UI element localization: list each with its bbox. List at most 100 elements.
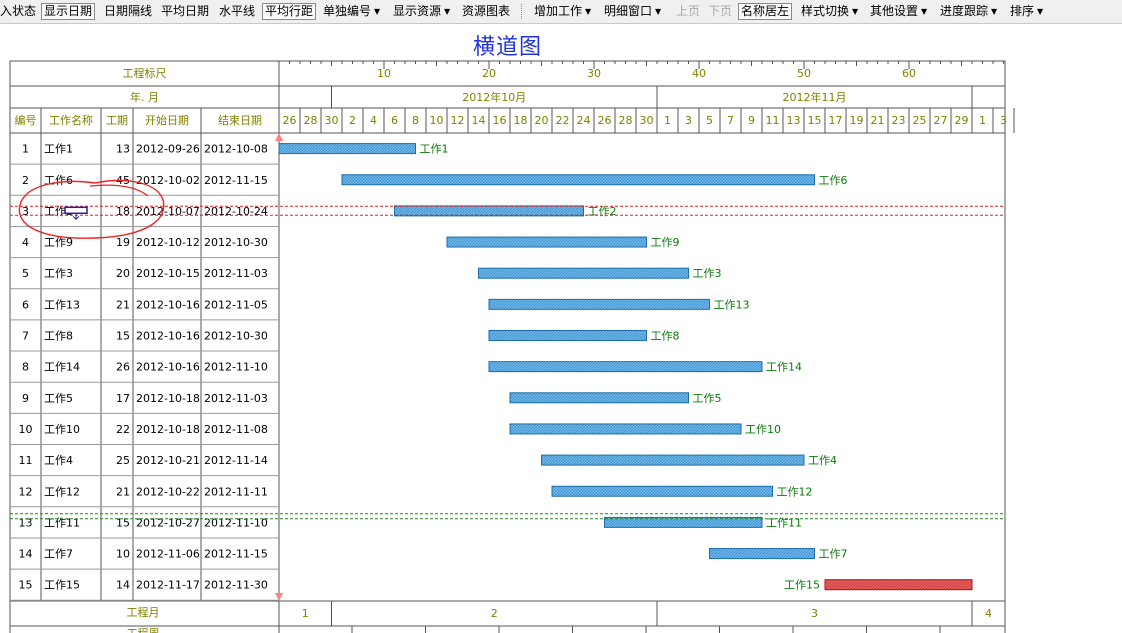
task-start: 2012-09-26: [136, 143, 200, 156]
toolbar-button-label: 下页: [708, 4, 733, 18]
toolbar-button-10[interactable]: 明细窗口 ▼: [604, 3, 661, 20]
task-start: 2012-10-16: [136, 330, 200, 343]
toolbar-button-8[interactable]: 资源图表: [462, 3, 510, 20]
task-id: 5: [22, 267, 29, 280]
task-end: 2012-11-03: [204, 267, 268, 280]
task-end: 2012-10-24: [204, 205, 268, 218]
task-bar[interactable]: [478, 267, 689, 279]
day-label: 11: [766, 114, 780, 127]
toolbar-button-label: 排序: [1010, 4, 1035, 18]
toolbar-button-0[interactable]: 入状态: [0, 3, 36, 20]
toolbar-button-label: 平均行距: [265, 4, 314, 18]
task-bar[interactable]: [604, 516, 763, 528]
task-bar[interactable]: [509, 392, 689, 404]
column-header: 工作名称: [49, 113, 93, 127]
toolbar-button-1[interactable]: 显示日期: [41, 3, 96, 20]
day-label: 13: [787, 114, 801, 127]
toolbar-button-9[interactable]: 增加工作 ▼: [534, 3, 591, 20]
toolbar-button-5[interactable]: 平均行距: [262, 3, 317, 20]
cursor-bottom-marker-icon[interactable]: [275, 593, 283, 601]
task-row[interactable]: 6 工作13 21 2012-10-16 2012-11-05: [22, 298, 710, 311]
cursor-top-marker-icon[interactable]: [275, 133, 283, 141]
day-label: 10: [430, 114, 444, 127]
task-bar-label: 工作8: [651, 330, 680, 343]
toolbar-button-14[interactable]: 样式切换 ▼: [801, 3, 858, 20]
toolbar-button-15[interactable]: 其他设置 ▼: [870, 3, 927, 20]
toolbar-button-16[interactable]: 进度跟踪 ▼: [940, 3, 997, 20]
task-row[interactable]: 3 工作2 18 2012-10-07 2012-10-24: [22, 205, 584, 218]
task-bar[interactable]: [541, 454, 805, 466]
task-bar[interactable]: [709, 548, 815, 560]
task-row[interactable]: 4 工作9 19 2012-10-12 2012-10-30: [22, 236, 647, 249]
day-label: 1: [979, 114, 986, 127]
task-row[interactable]: 15 工作15 14 2012-11-17 2012-11-30: [19, 579, 973, 592]
toolbar-button-17[interactable]: 排序 ▼: [1010, 3, 1043, 20]
task-bar[interactable]: [509, 423, 742, 435]
task-start: 2012-11-06: [136, 548, 200, 561]
task-bar[interactable]: [394, 205, 584, 217]
toolbar-button-4[interactable]: 水平线: [219, 3, 255, 20]
toolbar-button-label: 其他设置: [870, 4, 919, 18]
toolbar-button-2[interactable]: 日期隔线: [104, 3, 152, 20]
day-label: 15: [808, 114, 822, 127]
task-end: 2012-10-30: [204, 236, 268, 249]
dropdown-arrow-icon: ▼: [1037, 7, 1044, 16]
task-row[interactable]: 10 工作10 22 2012-10-18 2012-11-08: [19, 423, 742, 436]
task-row[interactable]: 8 工作14 26 2012-10-16 2012-11-10: [22, 361, 763, 374]
task-name: 工作10: [44, 423, 80, 436]
task-bar[interactable]: [824, 579, 973, 591]
task-bar[interactable]: [278, 143, 416, 155]
task-end: 2012-11-15: [204, 548, 268, 561]
toolbar-button-label: 入状态: [0, 4, 37, 18]
task-row[interactable]: 11 工作4 25 2012-10-21 2012-11-14: [19, 454, 805, 467]
toolbar-button-7[interactable]: 显示资源 ▼: [393, 3, 450, 20]
task-start: 2012-10-07: [136, 205, 200, 218]
task-row[interactable]: 5 工作3 20 2012-10-15 2012-11-03: [22, 267, 689, 280]
toolbar-button-label: 明细窗口: [604, 4, 653, 18]
task-row[interactable]: 2 工作6 45 2012-10-02 2012-11-15: [22, 174, 815, 187]
dropdown-arrow-icon: ▼: [444, 7, 451, 16]
toolbar-button-label: 样式切换: [801, 4, 850, 18]
task-end: 2012-10-08: [204, 143, 268, 156]
task-row[interactable]: 7 工作8 15 2012-10-16 2012-10-30: [22, 330, 647, 343]
task-row[interactable]: 1 工作1 13 2012-09-26 2012-10-08: [22, 143, 416, 156]
chart-title: 横道图: [472, 35, 542, 60]
task-row[interactable]: 14 工作7 10 2012-11-06 2012-11-15: [19, 548, 815, 561]
toolbar-button-6[interactable]: 单独编号 ▼: [323, 3, 380, 20]
task-name: 工作15: [44, 579, 80, 592]
toolbar-button-label: 单独编号: [323, 4, 372, 18]
toolbar-button-3[interactable]: 平均日期: [161, 3, 209, 20]
day-label: 27: [934, 114, 948, 127]
task-bar[interactable]: [446, 236, 647, 248]
task-id: 4: [22, 236, 29, 249]
day-label: 24: [577, 114, 591, 127]
task-end: 2012-10-30: [204, 330, 268, 343]
task-row[interactable]: 9 工作5 17 2012-10-18 2012-11-03: [22, 392, 689, 405]
task-row[interactable]: 12 工作12 21 2012-10-22 2012-11-11: [19, 485, 773, 498]
footer-month: 2: [491, 607, 498, 620]
task-start: 2012-10-18: [136, 423, 200, 436]
task-bar-label: 工作4: [808, 454, 837, 467]
task-duration: 25: [116, 454, 130, 467]
task-start: 2012-10-12: [136, 236, 200, 249]
task-start: 2012-10-27: [136, 516, 200, 529]
task-bar[interactable]: [488, 298, 710, 310]
task-duration: 14: [116, 579, 130, 592]
task-end: 2012-11-15: [204, 174, 268, 187]
task-bar[interactable]: [551, 485, 773, 497]
task-bar[interactable]: [488, 330, 647, 341]
task-start: 2012-10-02: [136, 174, 200, 187]
ruler-tick: 10: [377, 67, 391, 80]
task-row[interactable]: 13 工作11 15 2012-10-27 2012-11-10: [19, 516, 763, 529]
task-bar[interactable]: [488, 361, 763, 373]
task-duration: 15: [116, 330, 130, 343]
toolbar: 入状态 显示日期 日期隔线 平均日期 水平线 平均行距 单独编号 ▼ 显示资源 ▼ 资源图表 增加工作…: [0, 0, 1122, 24]
task-bar-label: 工作9: [651, 236, 680, 249]
drag-handle-icon[interactable]: [64, 206, 88, 215]
task-bar[interactable]: [341, 174, 815, 186]
ruler-tick: 50: [797, 67, 811, 80]
toolbar-button-13[interactable]: 名称居左: [738, 3, 793, 20]
ruler-label: 工程标尺: [123, 66, 167, 80]
task-end: 2012-11-10: [204, 361, 268, 374]
toolbar-button-label: 日期隔线: [104, 4, 153, 18]
